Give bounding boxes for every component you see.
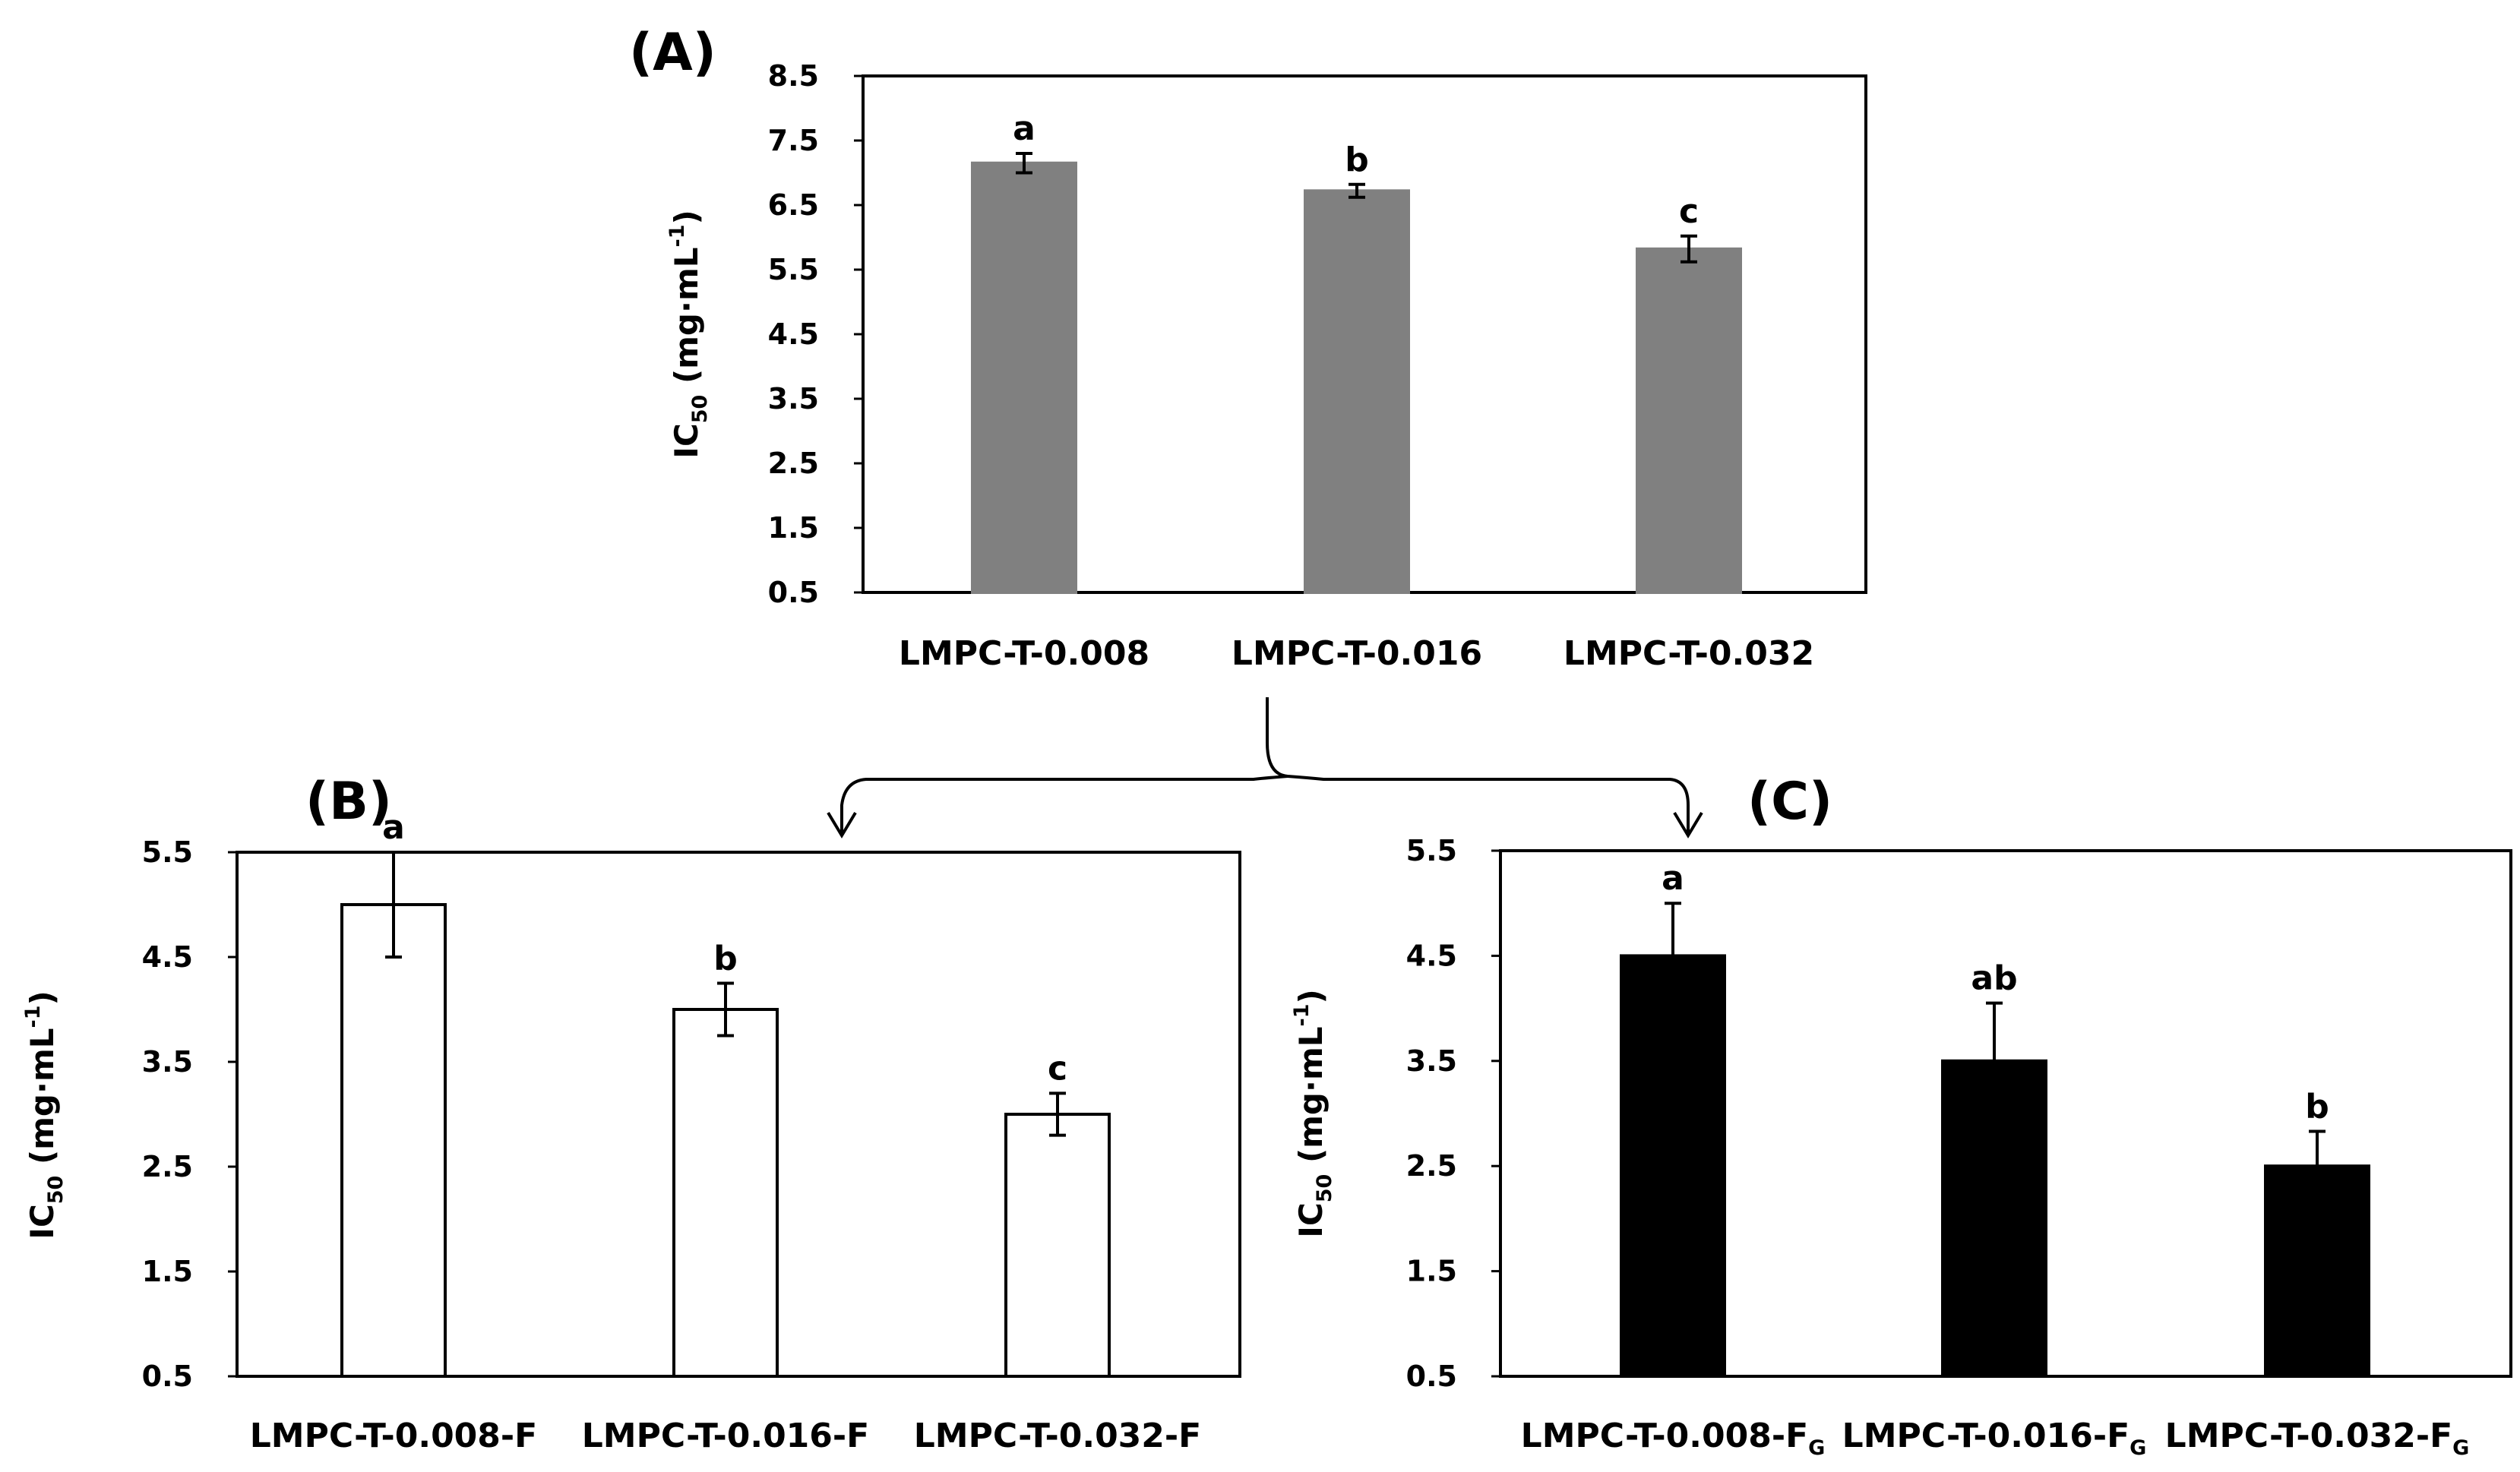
bar-b-2 bbox=[672, 1008, 779, 1378]
y-axis-label-a: IC50 (mg·mL-1) bbox=[666, 210, 712, 458]
bar-b-1 bbox=[340, 903, 447, 1378]
error-bar-b-3 bbox=[1049, 1091, 1066, 1137]
error-bar-a-1 bbox=[1016, 152, 1032, 175]
bar-c-1 bbox=[1620, 954, 1726, 1378]
bar-c-3 bbox=[2264, 1164, 2370, 1378]
panel-c: (C) 0.5 1.5 2.5 3.5 4.5 5.5 a ab b LMPC-T-0.008… bbox=[1290, 772, 2512, 1460]
x-categories-c: LMPC-T-0.008-FG LMPC-T-0.016-FG LMPC-T-0… bbox=[1521, 1417, 2470, 1460]
sig-letter-a-3: c bbox=[1679, 192, 1699, 231]
y-tick-label-a-7: 6.5 bbox=[768, 188, 819, 222]
connector-right-arm bbox=[1287, 775, 1690, 834]
error-bar-b-1 bbox=[385, 851, 402, 959]
y-tick-label-a-2: 1.5 bbox=[768, 511, 819, 545]
y-tick-label-a-5: 4.5 bbox=[768, 317, 819, 351]
y-ticks-a: 0.5 1.5 2.5 3.5 4.5 5.5 6.5 7.5 8.5 bbox=[768, 59, 863, 609]
sig-letter-c-3: b bbox=[2305, 1088, 2329, 1126]
x-label-c-1: LMPC-T-0.008-FG bbox=[1521, 1417, 1826, 1460]
sig-letter-c-2: ab bbox=[1971, 959, 2017, 998]
y-axis-label-c: IC50 (mg·mL-1) bbox=[1290, 989, 1336, 1237]
y-tick-label-a-4: 3.5 bbox=[768, 382, 819, 415]
sig-letter-c-1: a bbox=[1662, 859, 1684, 898]
connector-left-arm bbox=[840, 697, 1288, 834]
panel-label-c: (C) bbox=[1747, 772, 1832, 832]
y-tick-label-b-4: 3.5 bbox=[142, 1045, 193, 1079]
bars-a: a b c bbox=[971, 109, 1742, 595]
connector-left-arrowhead bbox=[827, 811, 857, 839]
y-tick-label-a-6: 5.5 bbox=[768, 253, 819, 286]
x-categories-a: LMPC-T-0.008 LMPC-T-0.016 LMPC-T-0.032 bbox=[899, 634, 1814, 673]
x-label-b-3: LMPC-T-0.032-F bbox=[914, 1417, 1201, 1455]
bar-a-3 bbox=[1636, 247, 1742, 594]
bar-b-3 bbox=[1004, 1113, 1111, 1378]
y-tick-label-c-3: 2.5 bbox=[1406, 1149, 1457, 1183]
error-bar-a-3 bbox=[1681, 234, 1697, 264]
error-bar-b-2 bbox=[717, 981, 734, 1038]
y-tick-label-a-1: 0.5 bbox=[768, 576, 819, 609]
error-bar-c-3 bbox=[2309, 1129, 2326, 1167]
x-label-c-2: LMPC-T-0.016-FG bbox=[1842, 1417, 2147, 1460]
y-tick-label-c-4: 3.5 bbox=[1406, 1044, 1457, 1078]
error-bar-c-2 bbox=[1986, 1001, 2003, 1061]
y-tick-label-c-2: 1.5 bbox=[1406, 1255, 1457, 1288]
y-tick-label-b-1: 0.5 bbox=[142, 1360, 193, 1393]
sig-letter-b-3: c bbox=[1048, 1049, 1067, 1088]
x-label-b-2: LMPC-T-0.016-F bbox=[582, 1417, 869, 1455]
x-label-a-1: LMPC-T-0.008 bbox=[899, 634, 1149, 673]
y-tick-label-a-9: 8.5 bbox=[768, 59, 819, 93]
bar-c-2 bbox=[1941, 1059, 2047, 1379]
error-bar-a-2 bbox=[1349, 182, 1365, 199]
x-label-a-3: LMPC-T-0.032 bbox=[1564, 634, 1814, 673]
sig-letter-b-1: a bbox=[382, 808, 405, 847]
y-tick-label-b-5: 4.5 bbox=[142, 940, 193, 974]
y-tick-label-c-5: 4.5 bbox=[1406, 939, 1457, 972]
sig-letter-a-2: b bbox=[1345, 141, 1369, 179]
x-categories-b: LMPC-T-0.008-F LMPC-T-0.016-F LMPC-T-0.0… bbox=[250, 1417, 1201, 1455]
y-tick-label-b-3: 2.5 bbox=[142, 1150, 193, 1183]
connector-right-arrowhead bbox=[1673, 811, 1703, 839]
panel-b: (B) 0.5 1.5 2.5 3.5 4.5 5.5 a b c LMPC-T-0.008-… bbox=[21, 772, 1241, 1455]
y-axis-label-b: IC50 (mg·mL-1) bbox=[21, 990, 68, 1239]
connector-bracket bbox=[827, 697, 1703, 839]
y-tick-label-b-6: 5.5 bbox=[142, 836, 193, 869]
y-ticks-b: 0.5 1.5 2.5 3.5 4.5 5.5 bbox=[142, 836, 237, 1393]
panel-label-b: (B) bbox=[305, 772, 392, 832]
x-label-a-2: LMPC-T-0.016 bbox=[1232, 634, 1482, 673]
panel-a: (A) 0.5 1.5 2.5 3.5 4.5 5.5 6.5 7.5 8.5 a b c LMPC… bbox=[629, 23, 1867, 673]
bars-c: a ab b bbox=[1620, 859, 2370, 1379]
x-label-b-1: LMPC-T-0.008-F bbox=[250, 1417, 537, 1455]
bars-b: a b c bbox=[340, 808, 1111, 1378]
y-tick-label-c-6: 5.5 bbox=[1406, 834, 1457, 867]
sig-letter-b-2: b bbox=[713, 940, 738, 978]
y-tick-label-a-3: 2.5 bbox=[768, 447, 819, 480]
y-tick-label-c-1: 0.5 bbox=[1406, 1360, 1457, 1393]
x-label-c-3: LMPC-T-0.032-FG bbox=[2165, 1417, 2470, 1460]
bar-a-2 bbox=[1304, 189, 1410, 595]
error-bar-c-1 bbox=[1665, 902, 1681, 956]
sig-letter-a-1: a bbox=[1013, 109, 1036, 148]
y-tick-label-a-8: 7.5 bbox=[768, 124, 819, 157]
y-ticks-c: 0.5 1.5 2.5 3.5 4.5 5.5 bbox=[1406, 834, 1500, 1393]
panel-label-a: (A) bbox=[629, 23, 716, 83]
bar-a-1 bbox=[971, 161, 1077, 594]
y-tick-label-b-2: 1.5 bbox=[142, 1255, 193, 1288]
